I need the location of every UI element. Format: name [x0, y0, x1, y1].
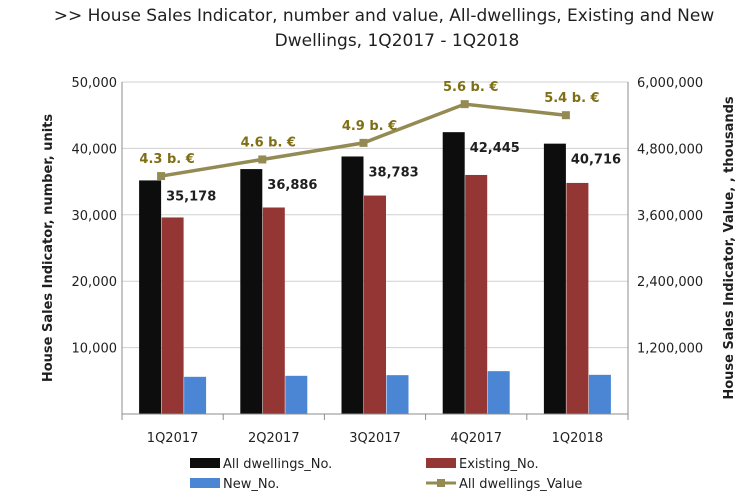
value-data-label: 5.4 b. € — [544, 91, 599, 106]
bar-all-dwellings-no- — [139, 180, 162, 414]
y-axis-left-title: House Sales Indicator, number, units — [41, 114, 56, 383]
y-tick-label-right: 2,400,000 — [637, 275, 703, 290]
y-tick-label-left: 20,000 — [72, 275, 118, 290]
y-tick-label-left: 10,000 — [72, 342, 118, 357]
data-labels: 35,178 36,886 38,783 42,445 40,716 4.3 b. € 4.… — [139, 80, 621, 204]
chart-title-line-1: >> House Sales Indicator, number and val… — [54, 6, 715, 26]
x-tick-label: 2Q2017 — [248, 431, 300, 446]
bar-data-label: 35,178 — [166, 189, 216, 204]
x-tick-label: 1Q2017 — [147, 431, 199, 446]
bar-all-dwellings-no- — [240, 169, 263, 414]
bar-new-no- — [386, 375, 409, 414]
y-axis-right-title: House Sales Indicator, Value, , thousand… — [722, 96, 737, 400]
value-data-label: 4.3 b. € — [139, 152, 194, 167]
legend-swatch — [426, 458, 456, 468]
y-tick-label-right: 6,000,000 — [637, 76, 703, 91]
y-tick-label-left: 40,000 — [72, 142, 118, 157]
legend-item: Existing_No. — [426, 457, 539, 472]
value-line — [157, 100, 570, 181]
x-tick-label: 1Q2018 — [552, 431, 604, 446]
legend-item: All dwellings_No. — [190, 457, 332, 472]
x-tick-label: 3Q2017 — [349, 431, 401, 446]
y-tick-label-right: 1,200,000 — [637, 342, 703, 357]
value-line-marker — [561, 111, 570, 120]
bar-all-dwellings-no- — [341, 156, 364, 414]
bar-data-label: 36,886 — [267, 178, 317, 193]
legend-label: Existing_No. — [459, 457, 539, 472]
value-data-label: 5.6 b. € — [443, 80, 498, 95]
y-tick-label-left: 50,000 — [72, 76, 118, 91]
value-line-marker — [258, 155, 267, 164]
y-tick-label-right: 4,800,000 — [637, 142, 703, 157]
bar-data-label: 42,445 — [470, 141, 520, 156]
bar-existing-no- — [262, 207, 285, 414]
legend-label: All dwellings_No. — [223, 457, 332, 472]
value-data-label: 4.9 b. € — [342, 119, 397, 134]
bar-new-no- — [285, 375, 308, 414]
bar-new-no- — [588, 374, 611, 414]
legend-swatch — [190, 478, 220, 488]
y-tick-label-left: 30,000 — [72, 209, 118, 224]
bar-new-no- — [487, 371, 510, 414]
value-data-label: 4.6 b. € — [241, 135, 296, 150]
y-tick-label-right: 3,600,000 — [637, 209, 703, 224]
legend-swatch-marker — [437, 479, 445, 487]
bar-all-dwellings-no- — [543, 143, 566, 415]
bar-existing-no- — [161, 217, 184, 414]
axes: 10,000 20,000 30,000 40,000 50,000 1,200,000 2… — [72, 76, 704, 446]
bars — [139, 132, 611, 415]
chart-title-line-2: Dwellings, 1Q2017 - 1Q2018 — [275, 31, 520, 51]
bar-existing-no- — [566, 182, 589, 414]
value-line-marker — [359, 138, 368, 147]
legend-swatch — [190, 458, 220, 468]
value-line-marker — [460, 100, 469, 109]
legend: All dwellings_No. Existing_No. New_No. All … — [190, 457, 582, 492]
bar-data-label: 40,716 — [571, 153, 621, 168]
bar-all-dwellings-no- — [442, 132, 465, 414]
legend-item: New_No. — [190, 477, 279, 492]
bar-existing-no- — [465, 174, 488, 414]
value-line-marker — [157, 172, 166, 181]
bar-data-label: 38,783 — [369, 165, 419, 180]
legend-label: New_No. — [223, 477, 279, 492]
legend-label: All dwellings_Value — [459, 477, 582, 492]
x-tick-label: 4Q2017 — [450, 431, 502, 446]
bar-new-no- — [184, 376, 207, 414]
bar-existing-no- — [364, 195, 386, 414]
legend-item: All dwellings_Value — [426, 477, 582, 492]
